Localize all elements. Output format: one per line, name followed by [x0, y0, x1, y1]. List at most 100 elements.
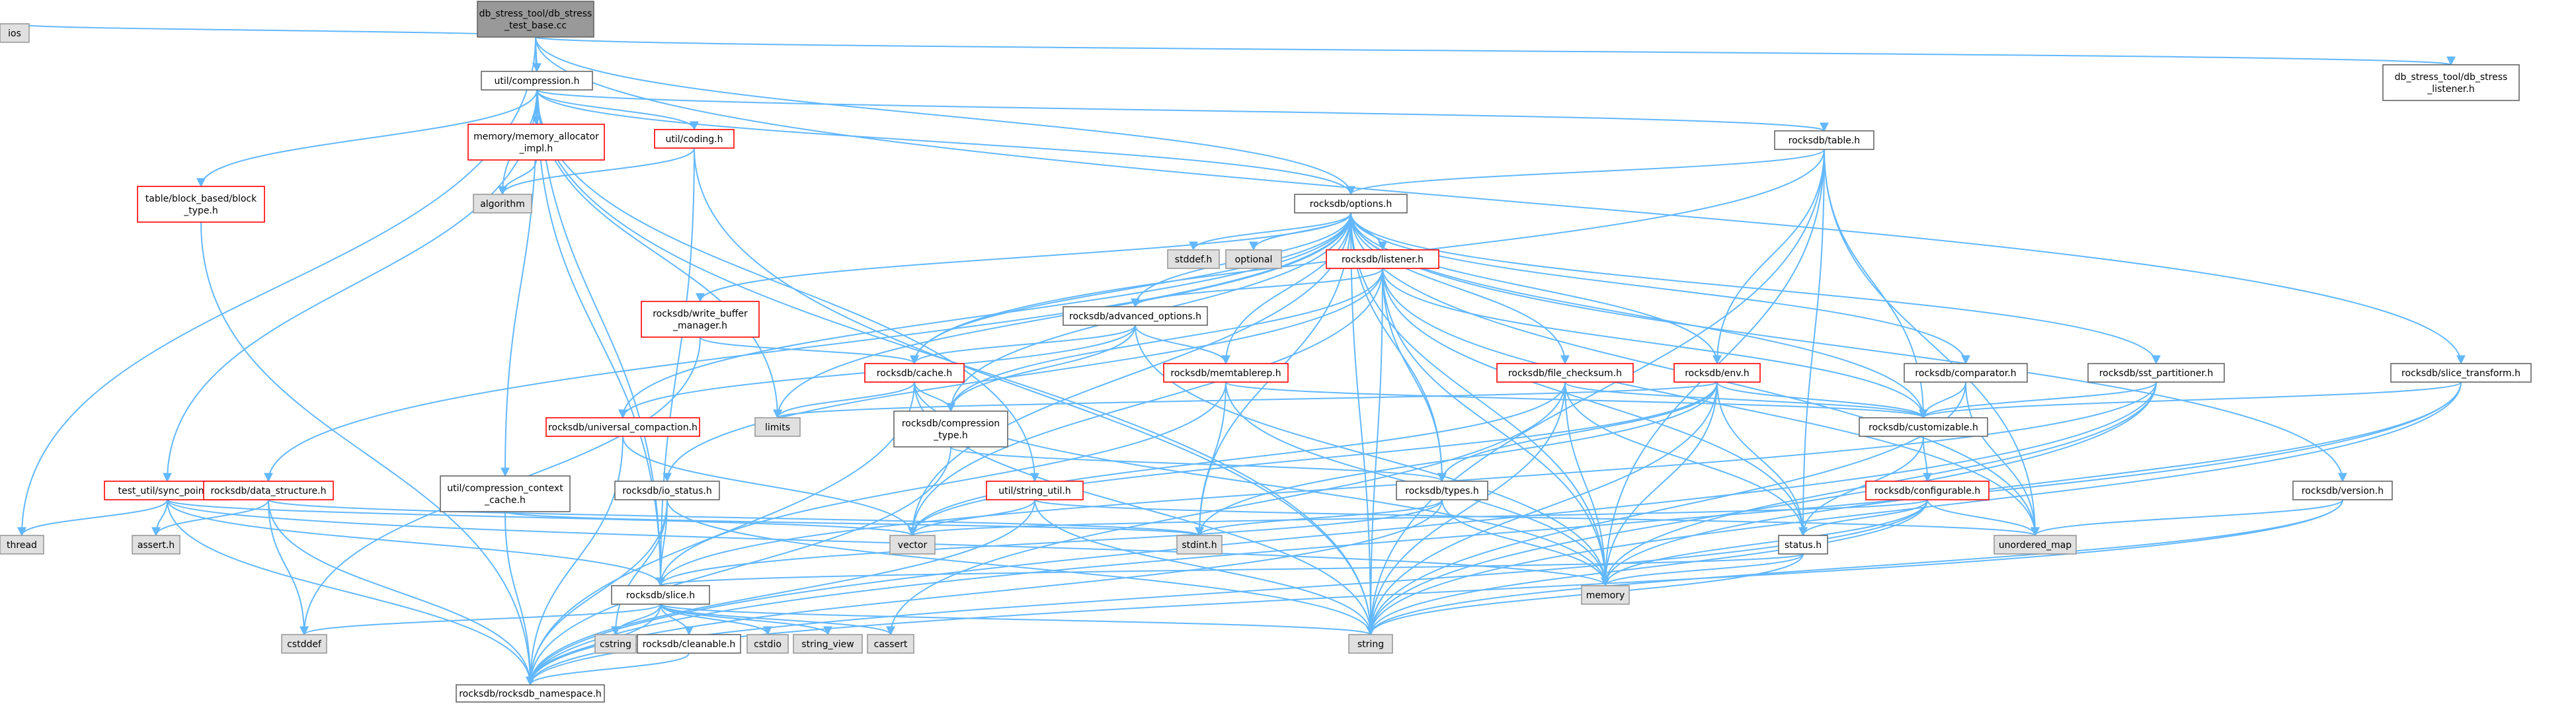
- node-version[interactable]: rocksdb/version.h: [2292, 481, 2393, 500]
- node-label: _cache.h: [484, 495, 526, 506]
- node-comp-type[interactable]: rocksdb/compression_type.h: [893, 411, 1008, 448]
- node-adv-options[interactable]: rocksdb/advanced_options.h: [1063, 306, 1208, 326]
- edge-version-to-string: [1366, 499, 2343, 636]
- node-compression[interactable]: util/compression.h: [481, 71, 593, 91]
- node-box: [481, 71, 593, 91]
- node-label: string_view: [801, 639, 854, 650]
- node-label: rocksdb/configurable.h: [1874, 486, 1980, 496]
- edge-comp-type-to-namespace: [526, 446, 951, 686]
- node-memtablerep[interactable]: rocksdb/memtablerep.h: [1163, 363, 1289, 383]
- node-string-util[interactable]: util/string_util.h: [986, 481, 1084, 500]
- node-label: status.h: [1785, 540, 1822, 551]
- node-label: unordered_map: [1999, 540, 2072, 551]
- node-label: stdint.h: [1182, 540, 1217, 551]
- node-box: [1778, 535, 1828, 555]
- edge-coding-to-slice: [656, 147, 695, 587]
- node-io-status[interactable]: rocksdb/io_status.h: [614, 481, 720, 500]
- node-vector: vector: [889, 535, 936, 555]
- node-label: rocksdb/options.h: [1310, 199, 1392, 210]
- node-cache[interactable]: rocksdb/cache.h: [864, 363, 965, 383]
- edge-status-to-slice: [656, 553, 1804, 587]
- node-cstring: cstring: [594, 634, 637, 654]
- node-rlistener[interactable]: rocksdb/listener.h: [1326, 249, 1439, 269]
- edge-slice-to-string: [660, 604, 1375, 636]
- node-label: cstddef: [287, 639, 322, 650]
- node-label: cassert: [874, 639, 908, 650]
- node-box: [889, 535, 936, 555]
- node-thread: thread: [0, 535, 44, 555]
- node-box: [594, 634, 637, 654]
- node-label: _test_base.cc: [504, 20, 567, 31]
- node-file-checksum[interactable]: rocksdb/file_checksum.h: [1496, 363, 1634, 383]
- node-coding[interactable]: util/coding.h: [654, 129, 735, 149]
- node-label: rocksdb/version.h: [2302, 486, 2384, 496]
- edge-data-structure-to-assert: [151, 499, 269, 537]
- node-label: vector: [898, 540, 928, 551]
- node-slice-transform[interactable]: rocksdb/slice_transform.h: [2390, 363, 2532, 383]
- node-box: [1774, 130, 1874, 150]
- edge-options-to-memtablerep: [1221, 212, 1351, 365]
- node-root[interactable]: db_stress_tool/db_stress_test_base.cc: [477, 1, 594, 38]
- node-slice[interactable]: rocksdb/slice.h: [611, 585, 710, 605]
- edge-options-to-data-structure: [264, 212, 1351, 483]
- node-sst-partitioner[interactable]: rocksdb/sst_partitioner.h: [2087, 363, 2225, 383]
- node-label: _impl.h: [519, 143, 553, 154]
- edge-root-to-options: [535, 36, 1355, 196]
- edge-sst-partitioner-to-namespace: [526, 381, 2157, 686]
- node-table[interactable]: rocksdb/table.h: [1774, 130, 1874, 150]
- node-box: [477, 1, 594, 38]
- node-cleanable[interactable]: rocksdb/cleanable.h: [637, 634, 741, 654]
- edge-coding-to-string: [694, 147, 1375, 636]
- node-env[interactable]: rocksdb/env.h: [1673, 363, 1761, 383]
- edge-slice-to-cstddef: [300, 604, 661, 636]
- node-label: util/compression_context: [447, 483, 563, 494]
- edge-slice-to-string-view: [660, 604, 832, 636]
- node-box: [1993, 535, 2077, 555]
- node-algorithm: algorithm: [473, 194, 532, 214]
- node-label: optional: [1235, 254, 1273, 265]
- node-label: rocksdb/comparator.h: [1915, 368, 2016, 379]
- edge-file-checksum-to-status: [1564, 381, 1808, 537]
- node-namespace[interactable]: rocksdb/rocksdb_namespace.h: [456, 684, 605, 703]
- edge-options-to-env: [1350, 212, 1722, 365]
- edge-file-checksum-to-vector: [908, 381, 1566, 537]
- edge-data-structure-to-namespace: [268, 499, 535, 686]
- edge-slice-to-cassert: [660, 604, 895, 636]
- node-comparator[interactable]: rocksdb/comparator.h: [1904, 363, 2028, 383]
- node-write-buffer[interactable]: rocksdb/write_buffer _manager.h: [641, 301, 760, 338]
- node-options[interactable]: rocksdb/options.h: [1294, 194, 1408, 214]
- node-data-structure[interactable]: rocksdb/data_structure.h: [203, 481, 334, 500]
- edge-adv-options-to-memtablerep: [1135, 325, 1230, 365]
- node-label: memory/memory_allocator: [473, 132, 599, 142]
- node-customizable[interactable]: rocksdb/customizable.h: [1859, 417, 1988, 437]
- node-listener-h[interactable]: db_stress_tool/db_stress_listener.h: [2382, 64, 2520, 101]
- node-types[interactable]: rocksdb/types.h: [1396, 481, 1488, 500]
- edge-comp-ctx-cache-to-namespace: [504, 511, 535, 686]
- node-block-type[interactable]: table/block_based/block _type.h: [137, 186, 265, 223]
- node-cstdio: cstdio: [746, 634, 789, 654]
- node-comp-ctx-cache[interactable]: util/compression_context_cache.h: [440, 475, 571, 512]
- edge-write-buffer-to-cache: [700, 336, 919, 365]
- edge-types-to-stdint: [1195, 499, 1443, 537]
- edge-slice-to-cstdio: [660, 604, 772, 636]
- edge-env-to-memory: [1601, 381, 1718, 587]
- edge-io-status-to-namespace: [526, 499, 668, 686]
- edge-table-to-options: [1346, 149, 1825, 196]
- edge-compression-to-options: [536, 89, 1355, 196]
- node-mem-alloc[interactable]: memory/memory_allocator_impl.h: [467, 124, 605, 161]
- node-configurable[interactable]: rocksdb/configurable.h: [1865, 481, 1990, 500]
- edge-slice-transform-to-memory: [1601, 381, 2462, 587]
- node-label: rocksdb/types.h: [1405, 486, 1479, 496]
- node-status[interactable]: status.h: [1778, 535, 1828, 555]
- node-universal[interactable]: rocksdb/universal_compaction.h: [545, 417, 700, 437]
- node-cassert: cassert: [867, 634, 914, 654]
- edge-file-checksum-to-customizable: [1564, 381, 1928, 419]
- edge-options-to-comparator: [1350, 212, 1970, 365]
- node-label: _type.h: [183, 206, 218, 216]
- node-label: util/compression.h: [495, 76, 580, 87]
- node-unordered-map: unordered_map: [1993, 535, 2077, 555]
- node-label: algorithm: [480, 199, 525, 210]
- node-label: rocksdb/cache.h: [877, 368, 952, 379]
- edge-comp-ctx-cache-to-stdint: [504, 511, 1204, 537]
